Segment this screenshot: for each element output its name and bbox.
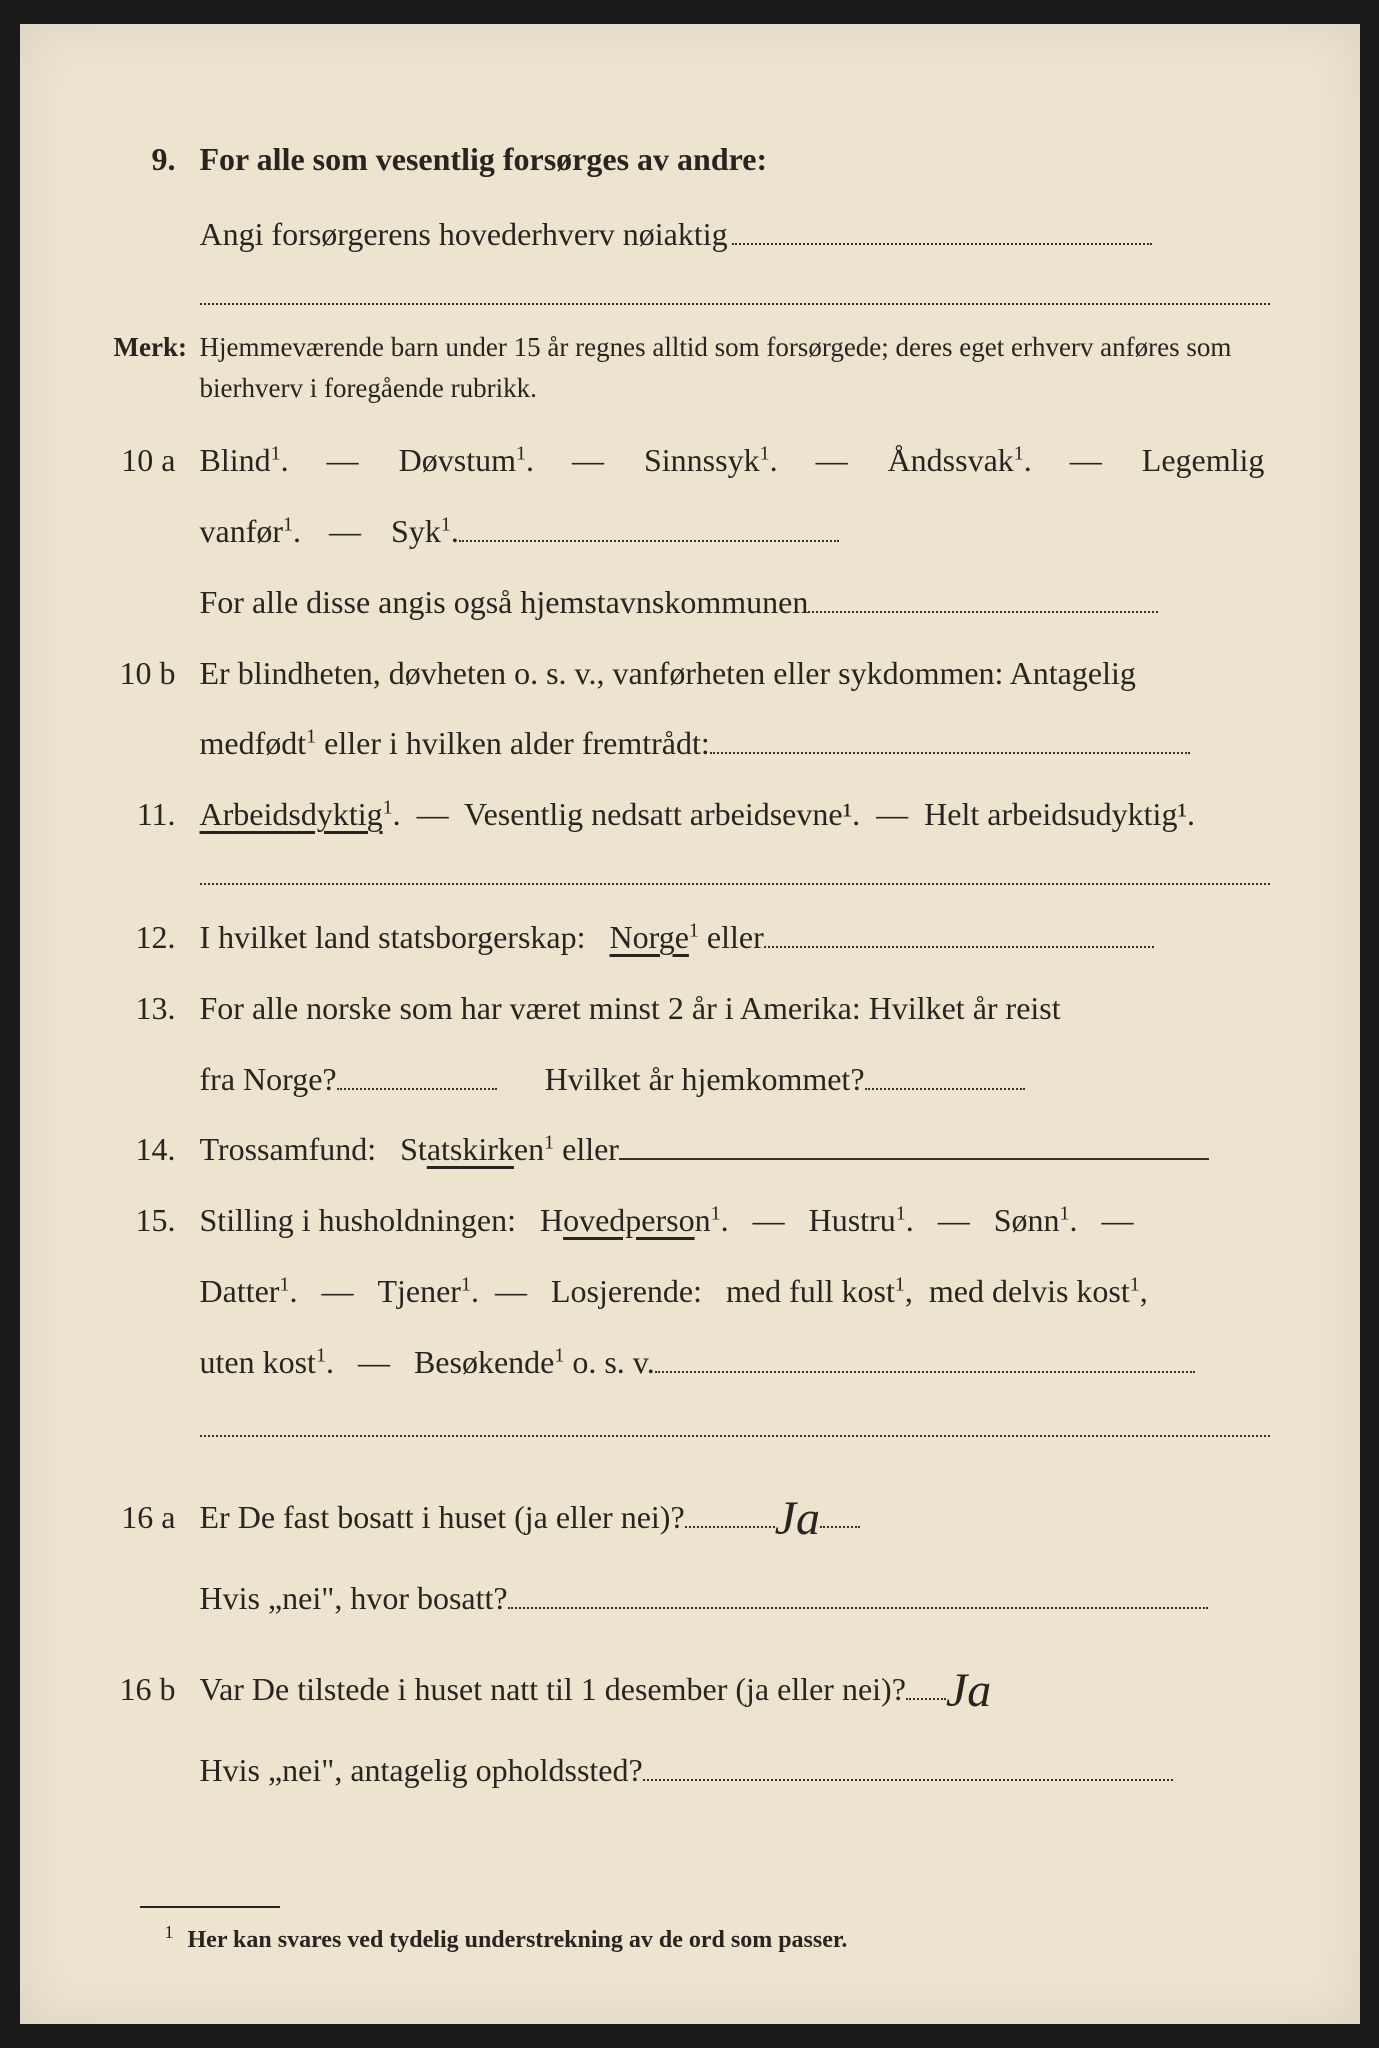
- footnote-rule: [140, 1906, 280, 1908]
- q9-subtext: Angi forsørgerens hovederhverv nøiaktig: [200, 216, 728, 252]
- q16b-sub: Hvis „nei", antagelig opholdssted?: [200, 1752, 643, 1788]
- q10a-blank2: [808, 611, 1158, 613]
- q15-lead: Stilling i husholdningen:: [200, 1202, 516, 1238]
- q9-number: 9.: [110, 141, 200, 178]
- q10a-opt4: Åndssvak1.: [888, 442, 1032, 478]
- q12-line: 12. I hvilket land statsborgerskap: Norg…: [110, 907, 1270, 968]
- q15-l2: Datter1. — Tjener1. — Losjerende: med fu…: [200, 1273, 1148, 1309]
- q15-l3a: uten kost1.: [200, 1344, 334, 1380]
- q13-text1: For alle norske som har været minst 2 år…: [200, 978, 1270, 1039]
- q15-sonn: Sønn1.: [994, 1202, 1078, 1238]
- q16a-blank-after: [820, 1526, 860, 1528]
- q10a-opt7: Syk1.: [391, 513, 459, 549]
- q16a-number: 16 a: [110, 1499, 200, 1536]
- q16b-question: Var De tilstede i huset natt til 1 desem…: [200, 1671, 906, 1707]
- q13-blank2: [865, 1088, 1025, 1090]
- q10a-line1: 10 a Blind1. — Døvstum1. — Sinnssyk1. — …: [110, 430, 1270, 491]
- q15-line1: 15. Stilling i husholdningen: Hovedperso…: [110, 1190, 1270, 1251]
- q16b-line2: Hvis „nei", antagelig opholdssted?: [110, 1740, 1270, 1801]
- q9-line2: Angi forsørgerens hovederhverv nøiaktig: [110, 204, 1270, 265]
- q13-line1: 13. For alle norske som har været minst …: [110, 978, 1270, 1039]
- q12-text: I hvilket land statsborgerskap:: [200, 919, 586, 955]
- q10b-blank: [710, 752, 1190, 754]
- q9-blank: [732, 243, 1152, 245]
- q9-blank-line: [200, 303, 1270, 305]
- q15-blank: [655, 1371, 1195, 1373]
- footnote-body: Her kan svares ved tydelig understreknin…: [188, 1927, 848, 1953]
- q15-blank-line: [200, 1435, 1270, 1437]
- q10b-line2: medfødt1 eller i hvilken alder fremtrådt…: [110, 713, 1270, 774]
- q15-hustru: Hustru1.: [809, 1202, 914, 1238]
- q10a-opt1: Blind1.: [200, 442, 289, 478]
- q16a-sub: Hvis „nei", hvor bosatt?: [200, 1580, 508, 1616]
- q16b-answer: Ja: [946, 1664, 991, 1717]
- q16b-line1: 16 b Var De tilstede i huset natt til 1 …: [110, 1639, 1270, 1730]
- q15-hovedperson: Hovedperson: [540, 1202, 711, 1238]
- q12-norge-underlined: Norge: [610, 919, 689, 955]
- q13-number: 13.: [110, 990, 200, 1027]
- q12-number: 12.: [110, 919, 200, 956]
- q10b-number: 10 b: [110, 655, 200, 692]
- q10a-opt3: Sinnssyk1.: [644, 442, 778, 478]
- q13-line2: fra Norge? Hvilket år hjemkommet?: [110, 1049, 1270, 1110]
- q15-line3: uten kost1. — Besøkende1 o. s. v.: [110, 1332, 1270, 1393]
- q16a-line1: 16 a Er De fast bosatt i huset (ja eller…: [110, 1467, 1270, 1558]
- q10a-line3: For alle disse angis også hjemstavnskomm…: [110, 572, 1270, 633]
- census-form-page: 9. For alle som vesentlig forsørges av a…: [20, 24, 1360, 2024]
- footnote-text: 1 Her kan svares ved tydelig understrekni…: [165, 1922, 1270, 1954]
- q16a-sub-blank: [508, 1607, 1208, 1609]
- q14-after: eller: [562, 1131, 619, 1167]
- q12-blank: [764, 946, 1154, 948]
- q14-number: 14.: [110, 1131, 200, 1168]
- q15-line2: Datter1. — Tjener1. — Losjerende: med fu…: [110, 1261, 1270, 1322]
- q12-after: eller: [707, 919, 764, 955]
- q11-blank-line: [200, 883, 1270, 885]
- footnote-num: 1: [165, 1922, 174, 1942]
- q13-blank1: [337, 1088, 497, 1090]
- q16a-question: Er De fast bosatt i huset (ja eller nei)…: [200, 1499, 685, 1535]
- q14-text: Trossamfund:: [200, 1131, 377, 1167]
- q15-number: 15.: [110, 1202, 200, 1239]
- q13-text2b: Hvilket år hjemkommet?: [545, 1061, 865, 1097]
- q16a-answer: Ja: [775, 1492, 820, 1545]
- q14-line: 14. Trossamfund: Statskirken1 eller: [110, 1119, 1270, 1180]
- q10a-opt6: vanfør1.: [200, 513, 302, 549]
- q10b-text1: Er blindheten, døvheten o. s. v., vanfør…: [200, 643, 1270, 704]
- q11-opt1-underlined: Arbeidsdyktig: [200, 796, 383, 832]
- q10a-number: 10 a: [110, 442, 200, 479]
- q16b-blank-before: [906, 1698, 946, 1700]
- q14-blank: [619, 1158, 1209, 1160]
- q11-number: 11.: [110, 796, 200, 833]
- q16b-sub-blank: [643, 1779, 1173, 1781]
- footnote-block: 1 Her kan svares ved tydelig understrekni…: [110, 1906, 1270, 1954]
- q13-text2a: fra Norge?: [200, 1061, 337, 1097]
- q16a-line2: Hvis „nei", hvor bosatt?: [110, 1568, 1270, 1629]
- q10a-line2: vanfør1. — Syk1.: [110, 501, 1270, 562]
- q16b-number: 16 b: [110, 1671, 200, 1708]
- q11-opt3: Helt arbeidsudyktig¹.: [924, 796, 1195, 832]
- q15-l3b: Besøkende1 o. s. v.: [414, 1344, 655, 1380]
- q10a-blank1: [459, 540, 839, 542]
- q14-statskirken: Statskirken: [400, 1131, 544, 1167]
- q11-line: 11. Arbeidsdyktig1. — Vesentlig nedsatt …: [110, 784, 1270, 845]
- q10a-text3: For alle disse angis også hjemstavnskomm…: [200, 584, 809, 620]
- q10a-opt5: Legemlig: [1142, 442, 1265, 478]
- merk-row: Merk: Hjemmeværende barn under 15 år reg…: [110, 327, 1270, 411]
- q16a-blank-before: [685, 1526, 775, 1528]
- merk-label: Merk:: [110, 332, 200, 363]
- q10b-line1: 10 b Er blindheten, døvheten o. s. v., v…: [110, 643, 1270, 704]
- merk-text: Hjemmeværende barn under 15 år regnes al…: [200, 327, 1270, 411]
- q10b-text2: medfødt1 eller i hvilken alder fremtrådt…: [200, 725, 710, 761]
- q11-opt2: Vesentlig nedsatt arbeidsevne¹.: [464, 796, 860, 832]
- q10a-opt2: Døvstum1.: [399, 442, 534, 478]
- q9-line1: 9. For alle som vesentlig forsørges av a…: [110, 129, 1270, 190]
- q9-heading: For alle som vesentlig forsørges av andr…: [200, 129, 1270, 190]
